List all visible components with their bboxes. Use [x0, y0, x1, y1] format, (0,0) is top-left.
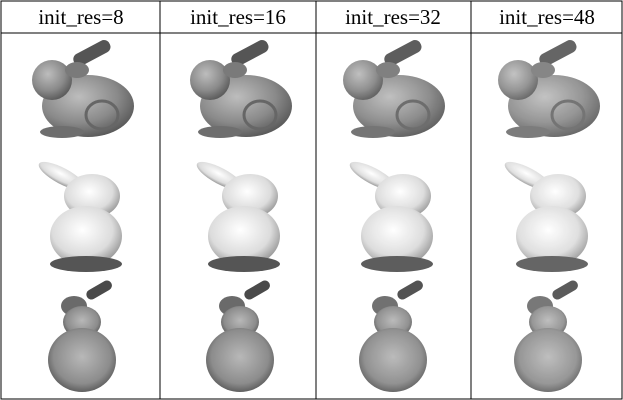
bunny-render: [343, 38, 445, 392]
bunny-render: [498, 38, 600, 392]
bunny-render: [32, 38, 134, 392]
column-header: init_res=48: [499, 5, 595, 29]
figure: init_res=8 init_res=16 init_res=32 init_…: [0, 0, 623, 400]
column-header: init_res=16: [190, 5, 286, 29]
column-header: init_res=8: [38, 5, 123, 29]
bunny-render: [190, 38, 292, 392]
column-header: init_res=32: [345, 5, 441, 29]
page: init_res=8 init_res=16 init_res=32 init_…: [0, 0, 623, 400]
